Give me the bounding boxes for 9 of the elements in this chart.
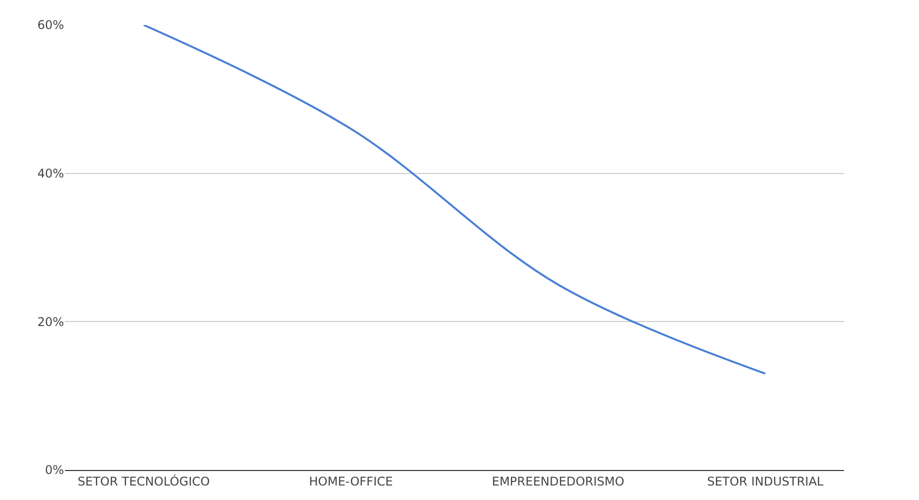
y-tick-label: 0% [44,463,64,478]
x-tick-label: SETOR INDUSTRIAL [707,474,824,488]
y-tick-label: 60% [37,18,64,32]
y-tick-label: 20% [37,314,64,329]
y-tick-label: 40% [37,166,64,181]
x-tick-label: HOME-OFFICE [308,474,393,488]
x-tick-label: EMPREENDEDORISMO [492,474,624,488]
line-series [142,25,766,375]
x-tick-label: SETOR TECNOLÓGICO [78,473,210,488]
